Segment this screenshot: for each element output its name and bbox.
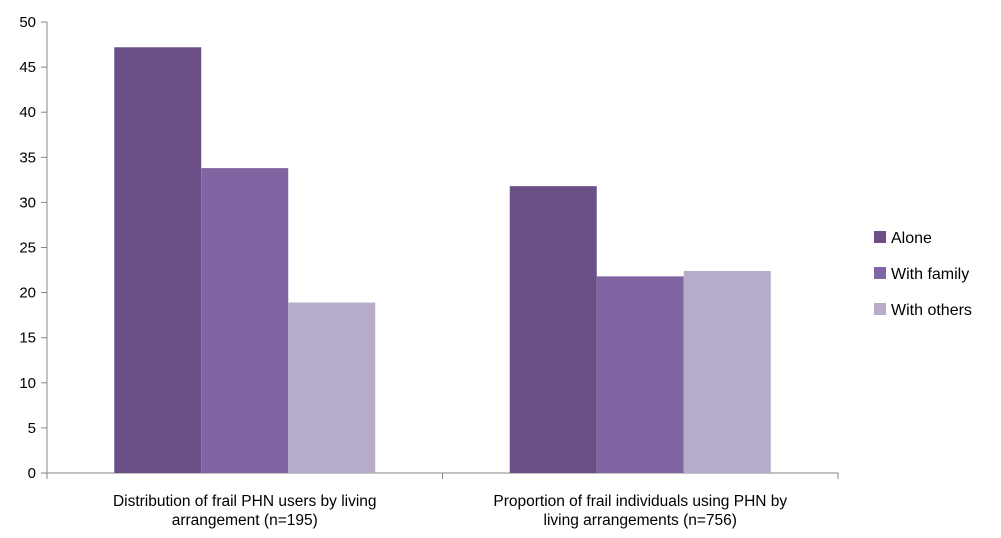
y-tick-label: 5 <box>28 420 36 437</box>
legend-label: With others <box>891 302 972 319</box>
y-tick-label: 30 <box>19 194 36 211</box>
y-tick-label: 20 <box>19 285 36 302</box>
legend-swatch <box>874 303 886 315</box>
x-category-label: Proportion of frail individuals using PH… <box>493 493 787 510</box>
bar-with-family-1 <box>201 168 289 473</box>
legend-label: Alone <box>891 230 932 247</box>
axis-labels: 0 5 10 15 20 25 30 35 40 45 50 Distribution of frai… <box>19 14 787 529</box>
bar-with-others-2 <box>683 270 771 473</box>
y-tick-label: 25 <box>19 240 36 257</box>
x-category-label: Distribution of frail PHN users by livin… <box>113 493 377 510</box>
bar-alone-2 <box>509 186 597 473</box>
legend-label: With family <box>891 266 969 283</box>
y-tick-label: 45 <box>19 59 36 76</box>
y-tick-label: 0 <box>28 465 36 482</box>
y-tick-label: 50 <box>19 14 36 31</box>
bar-with-family-2 <box>596 276 684 473</box>
y-tick-label: 10 <box>19 375 36 392</box>
bar-with-others-1 <box>288 302 376 473</box>
legend-swatch <box>874 267 886 279</box>
bars <box>114 47 771 473</box>
bar-alone-1 <box>114 47 202 473</box>
legend-swatch <box>874 231 886 243</box>
x-category-label: living arrangements (n=756) <box>544 512 737 529</box>
x-category-label: arrangement (n=195) <box>172 512 318 529</box>
legend: Alone With family With others <box>874 230 972 319</box>
y-tick-label: 40 <box>19 104 36 121</box>
y-tick-label: 15 <box>19 330 36 347</box>
y-tick-label: 35 <box>19 149 36 166</box>
